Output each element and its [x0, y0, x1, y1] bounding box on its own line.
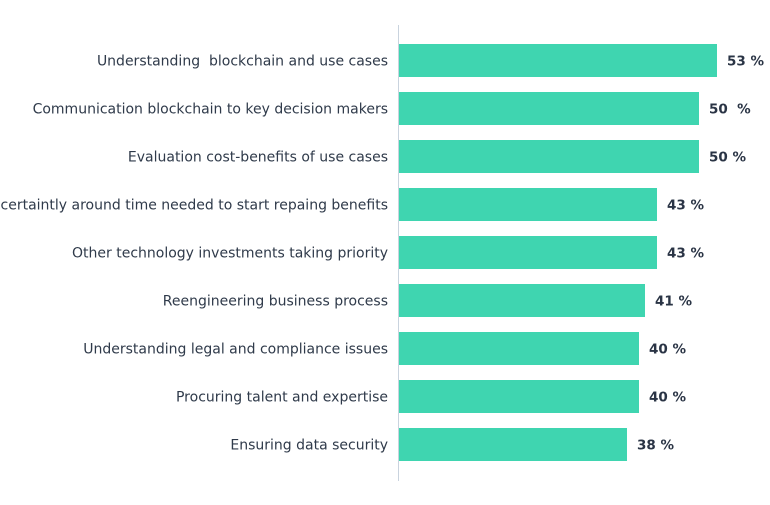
bar-row: Uncertaintly around time needed to start…	[0, 188, 704, 221]
bar	[399, 140, 699, 173]
bar-row: Evaluation cost-benefits of use cases 50 …	[128, 140, 746, 173]
value-label: 40 %	[649, 390, 686, 406]
value-label: 50 %	[709, 102, 751, 118]
bar-row: Communication blockchain to key decision…	[33, 92, 751, 125]
bar	[399, 44, 717, 77]
bar-row: Understanding blockchain and use cases 53…	[97, 44, 764, 77]
bar-row: Understanding legal and compliance issue…	[83, 332, 686, 365]
category-label: Other technology investments taking prio…	[72, 246, 388, 262]
category-label: Procuring talent and expertise	[176, 390, 388, 406]
bar	[399, 284, 645, 317]
value-label: 40 %	[649, 342, 686, 358]
category-label: Reengineering business process	[163, 294, 388, 310]
bar	[399, 188, 657, 221]
bar	[399, 380, 639, 413]
category-label: Uncertaintly around time needed to start…	[0, 198, 388, 214]
value-label: 50 %	[709, 150, 746, 166]
bar	[399, 332, 639, 365]
category-label: Communication blockchain to key decision…	[33, 102, 388, 118]
value-label: 43 %	[667, 198, 704, 214]
value-label: 43 %	[667, 246, 704, 262]
category-label: Understanding blockchain and use cases	[97, 54, 388, 70]
value-label: 41 %	[655, 294, 692, 310]
category-label: Understanding legal and compliance issue…	[83, 342, 388, 358]
bar	[399, 236, 657, 269]
value-label: 38 %	[637, 438, 674, 454]
bar-row: Other technology investments taking prio…	[72, 236, 704, 269]
category-label: Evaluation cost-benefits of use cases	[128, 150, 388, 166]
category-label: Ensuring data security	[230, 438, 388, 454]
bar-row: Ensuring data security 38 %	[230, 428, 674, 461]
bar	[399, 92, 699, 125]
bar-row: Reengineering business process 41 %	[163, 284, 692, 317]
bar	[399, 428, 627, 461]
bar-row: Procuring talent and expertise 40 %	[176, 380, 686, 413]
value-label: 53 %	[727, 54, 764, 70]
